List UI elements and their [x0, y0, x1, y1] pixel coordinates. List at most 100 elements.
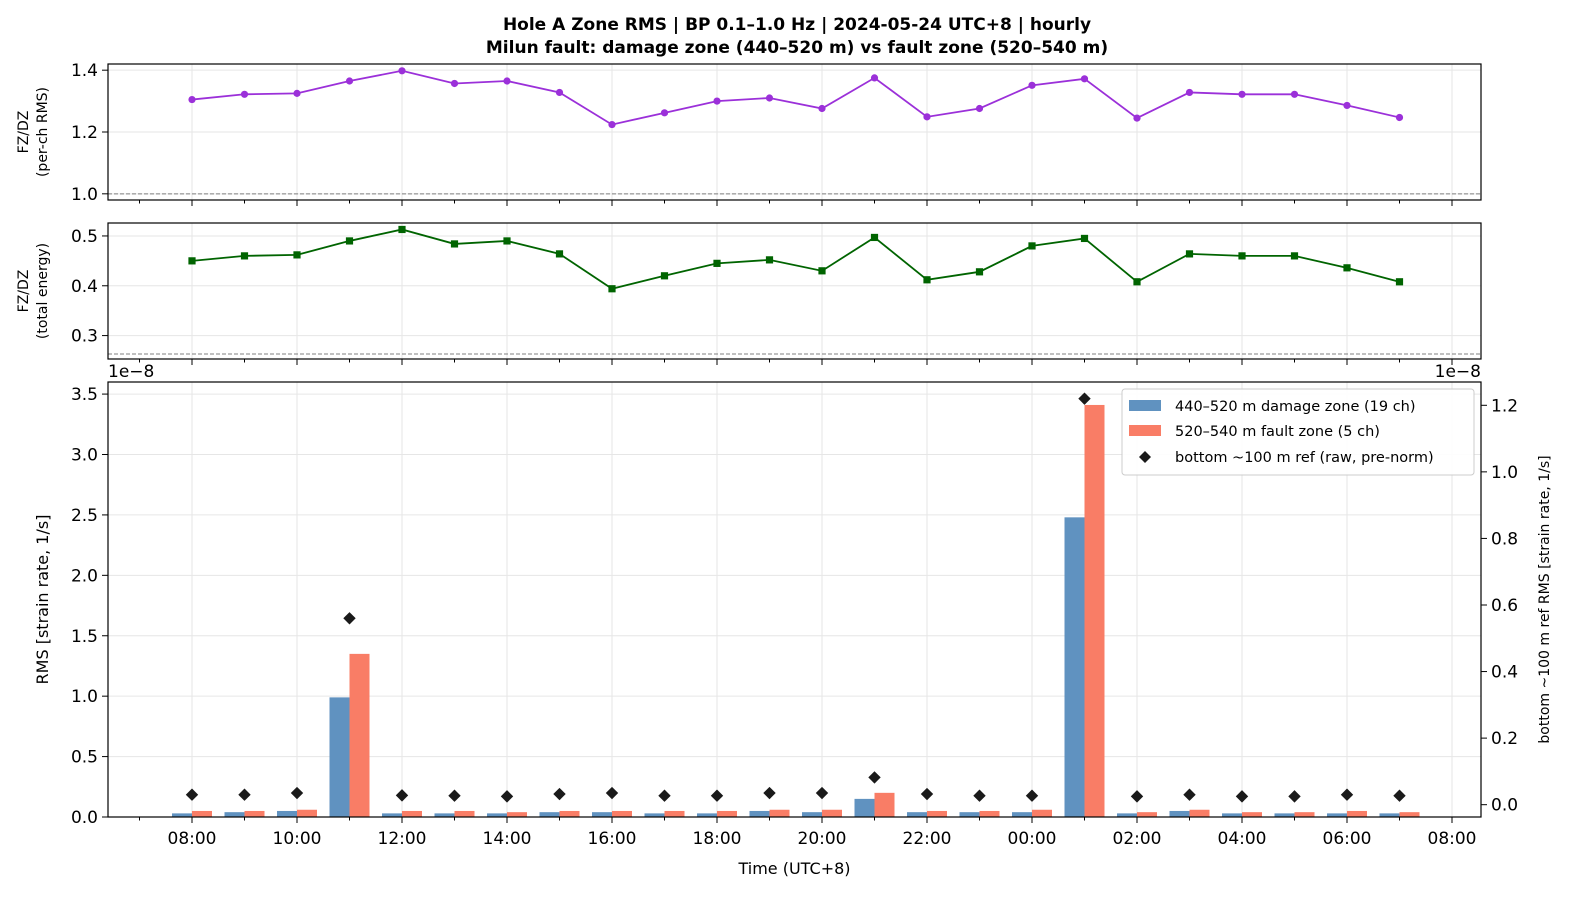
y-tick-label: 3.5 [71, 385, 98, 405]
fault-zone-bar [1189, 809, 1210, 817]
y-right-tick-label: 0.8 [1491, 529, 1518, 549]
reference-marker [1025, 789, 1039, 802]
fault-zone-bar [1294, 812, 1315, 817]
reference-marker [658, 789, 671, 802]
reference-marker [605, 786, 619, 800]
data-point [503, 77, 511, 85]
damage-zone-bar [907, 812, 927, 817]
fault-zone-bar [1084, 404, 1105, 817]
reference-marker [1183, 788, 1196, 801]
legend-label: 520–540 m fault zone (5 ch) [1175, 424, 1380, 440]
x-axis-label: Time (UTC+8) [737, 859, 850, 878]
figure-title-line-1: Hole A Zone RMS | BP 0.1–1.0 Hz | 2024-0… [503, 15, 1091, 35]
reference-marker [920, 787, 934, 801]
y-tick-label: 0.5 [71, 748, 98, 768]
damage-zone-bar [1064, 517, 1085, 817]
data-point [1133, 114, 1141, 122]
damage-zone-bar [224, 812, 245, 817]
y-tick-label: 1.4 [71, 61, 98, 81]
data-point [1395, 113, 1404, 122]
y-tick-label: 0.3 [71, 327, 98, 347]
data-point [660, 272, 669, 280]
y-tick-label: 0.4 [71, 277, 98, 297]
reference-marker [1393, 789, 1406, 802]
damage-zone-bar [854, 798, 875, 817]
legend-label: 440–520 m damage zone (19 ch) [1175, 399, 1416, 415]
data-point [923, 113, 931, 121]
damage-zone-bar [277, 810, 297, 817]
damage-zone-bar [434, 813, 455, 817]
data-point [398, 225, 406, 234]
fault-zone-bar [192, 810, 212, 817]
data-point [1185, 88, 1194, 97]
y-right-axis-label: bottom ~100 m ref RMS [strain rate, 1/s] [1537, 455, 1553, 743]
fault-zone-bar [874, 792, 895, 817]
y-axis-label: FZ/DZ [16, 111, 32, 154]
fault-zone-bar [1242, 812, 1262, 817]
damage-zone-bar [329, 697, 350, 817]
reference-marker [553, 787, 566, 801]
damage-zone-bar [802, 812, 822, 817]
x-tick-label: 00:00 [1008, 829, 1057, 849]
damage-zone-bar [1169, 810, 1190, 817]
damage-zone-bar [644, 813, 665, 817]
fault-zone-bar [559, 810, 580, 817]
y-right-tick-label: 0.4 [1491, 663, 1518, 683]
data-point [345, 77, 354, 85]
data-point [345, 237, 354, 245]
y-tick-label: 1.2 [71, 123, 98, 143]
x-tick-label: 10:00 [273, 829, 322, 849]
x-tick-label: 22:00 [903, 829, 952, 849]
reference-marker [500, 790, 514, 803]
data-point [1238, 90, 1246, 98]
data-point [1185, 250, 1194, 258]
fault-zone-bar [297, 809, 317, 817]
reference-marker [343, 612, 356, 625]
damage-zone-bar [1222, 813, 1242, 817]
data-point [870, 74, 879, 82]
fault-zone-bar [1032, 809, 1052, 817]
data-point [1080, 75, 1089, 83]
data-point [1028, 81, 1036, 89]
data-point [1290, 90, 1299, 98]
fault-zone-bar [979, 810, 1000, 817]
data-point [450, 79, 459, 88]
data-point [1028, 242, 1036, 250]
data-point [293, 251, 301, 259]
x-tick-label: 16:00 [588, 829, 637, 849]
y-axis-label-sub: (per-ch RMS) [35, 87, 51, 177]
damage-zone-bar [172, 813, 192, 817]
ratio-rms-panel: 1.0 1.2 1.4 FZ/DZ (per-ch RMS) [16, 61, 1482, 206]
data-point [975, 104, 984, 113]
data-point [1395, 278, 1404, 286]
fault-zone-bar [612, 810, 632, 817]
fault-zone-bar [717, 810, 737, 817]
data-point [1133, 278, 1141, 286]
data-point [555, 250, 564, 258]
reference-marker [868, 771, 881, 784]
y-tick-label: 3.0 [71, 446, 98, 466]
damage-zone-bar [959, 812, 980, 817]
y-tick-label: 1.5 [71, 627, 98, 647]
fault-zone-bar [664, 810, 685, 817]
reference-marker [448, 789, 461, 802]
y-offset-label: 1e−8 [108, 362, 154, 382]
reference-marker [1130, 790, 1144, 803]
reference-marker [1340, 788, 1354, 801]
legend-box [1121, 388, 1475, 476]
y-right-tick-label: 0.6 [1491, 596, 1518, 616]
damage-zone-bar [539, 812, 560, 817]
fault-zone-bar [927, 810, 947, 817]
y-tick-label: 0.5 [71, 227, 98, 247]
y-tick-label: 2.5 [71, 506, 98, 526]
x-tick-label: 20:00 [798, 829, 847, 849]
fault-zone-bar [402, 810, 422, 817]
figure-title-line-2: Milun fault: damage zone (440–520 m) vs … [486, 38, 1108, 58]
damage-zone-bar [1117, 813, 1137, 817]
y-right-offset-label: 1e−8 [1435, 362, 1481, 382]
zone-rms-panel: 0.0 0.5 1.0 1.5 2.0 2.5 3.0 3.5 08:00 10:00 12:00 1… [33, 362, 1553, 878]
plot-frame [107, 222, 1482, 360]
data-point [608, 120, 616, 129]
data-point [293, 89, 301, 97]
damage-zone-bar [382, 813, 402, 817]
